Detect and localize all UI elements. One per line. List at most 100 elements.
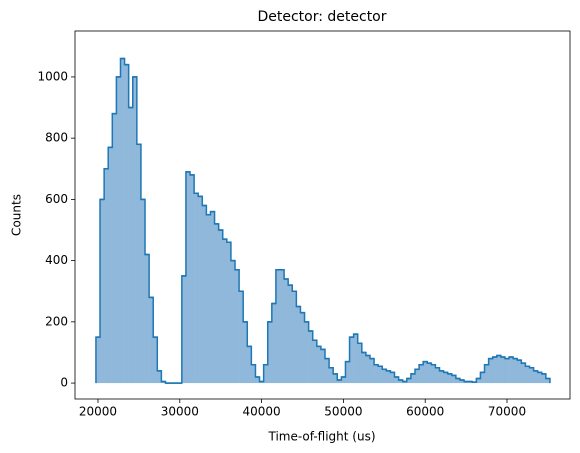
bar — [357, 343, 363, 384]
bar — [529, 367, 534, 384]
bar — [226, 242, 232, 384]
x-tick-label: 70000 — [488, 405, 526, 419]
x-tick-label: 30000 — [161, 405, 199, 419]
bar — [124, 64, 129, 384]
x-tick-label: 50000 — [324, 405, 362, 419]
y-tick-label: 200 — [45, 314, 68, 328]
bar — [194, 193, 199, 384]
bar — [202, 205, 207, 384]
bar — [104, 168, 109, 384]
bar — [398, 380, 404, 384]
bar — [459, 380, 465, 384]
bar — [394, 376, 399, 384]
bar — [406, 378, 412, 384]
bar — [255, 376, 260, 384]
bar — [545, 378, 551, 384]
bar — [145, 254, 150, 384]
bar — [500, 357, 506, 384]
bar — [288, 285, 293, 384]
bar — [410, 373, 416, 384]
bar — [345, 361, 350, 384]
bar — [153, 337, 158, 384]
bar — [435, 367, 440, 384]
x-tick-label: 40000 — [243, 405, 281, 419]
bar — [300, 312, 305, 384]
y-tick-label: 600 — [45, 192, 68, 206]
bar — [525, 366, 530, 384]
bar — [222, 239, 228, 384]
bar — [439, 370, 444, 384]
bar — [267, 321, 273, 384]
bar — [275, 269, 281, 384]
bar — [541, 373, 547, 384]
bar — [304, 321, 309, 384]
bar — [128, 107, 134, 384]
bar — [136, 144, 142, 384]
bar — [214, 223, 219, 384]
bar — [206, 214, 211, 384]
bar — [447, 373, 453, 384]
bar — [320, 349, 326, 384]
bar — [247, 346, 252, 384]
bar — [259, 381, 264, 384]
y-tick-label: 1000 — [37, 69, 68, 83]
bar — [378, 366, 383, 384]
bar — [292, 291, 297, 384]
bar — [108, 147, 113, 384]
bar — [423, 361, 428, 384]
bar — [443, 372, 449, 384]
bar — [492, 357, 498, 384]
bar — [476, 378, 481, 384]
bar — [218, 230, 224, 384]
bar — [537, 372, 543, 384]
bar — [488, 358, 493, 384]
bar — [140, 199, 146, 384]
x-axis-label: Time-of-flight (us) — [267, 430, 375, 444]
bar — [504, 358, 510, 384]
bar — [324, 358, 330, 384]
bar — [402, 381, 408, 384]
bar — [533, 370, 538, 384]
bar — [235, 269, 240, 384]
bar — [419, 364, 424, 384]
y-tick-label: 0 — [60, 376, 68, 390]
bar — [296, 306, 301, 384]
y-axis-label: Counts — [10, 194, 24, 236]
bar — [95, 337, 101, 384]
bar — [390, 372, 395, 384]
bar — [132, 76, 138, 384]
bar — [386, 370, 391, 384]
bar — [230, 260, 236, 384]
bar — [382, 369, 387, 384]
bar — [349, 337, 354, 384]
bar — [414, 369, 420, 384]
bar — [361, 352, 367, 384]
bar — [116, 76, 121, 384]
bar — [513, 358, 518, 384]
bar — [517, 360, 522, 384]
bar — [484, 364, 489, 384]
bar — [480, 372, 485, 384]
bar — [120, 58, 125, 384]
bar — [341, 376, 346, 384]
bar — [353, 334, 359, 384]
bar — [329, 367, 334, 384]
bar — [280, 269, 285, 384]
bar — [210, 211, 215, 384]
bar — [464, 381, 469, 384]
bar — [374, 364, 379, 384]
bar — [312, 340, 318, 384]
bar — [271, 303, 277, 384]
step-connectors — [95, 57, 551, 384]
bar — [263, 364, 269, 384]
bar — [161, 381, 166, 384]
chart-title: Detector: detector — [257, 9, 386, 25]
y-tick-label: 400 — [45, 253, 68, 267]
bar — [365, 355, 371, 384]
bar — [427, 363, 432, 384]
bar — [181, 275, 187, 384]
bar — [149, 297, 154, 384]
bar — [100, 199, 105, 384]
